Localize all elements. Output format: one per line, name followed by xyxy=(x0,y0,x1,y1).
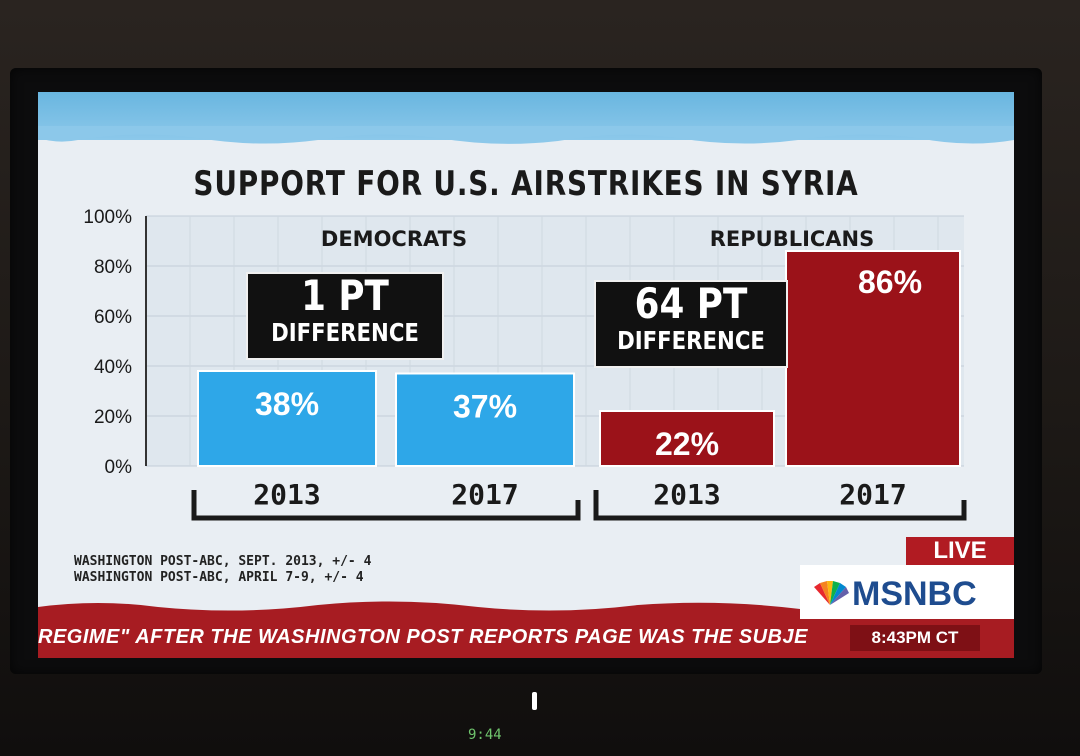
data-label: 22% xyxy=(655,426,719,462)
news-ticker: REGIME" AFTER THE WASHINGTON POST REPORT… xyxy=(38,619,1014,658)
network-logo: MSNBC xyxy=(800,565,1014,621)
y-tick-label: 0% xyxy=(105,457,133,478)
bar-republicans-2013 xyxy=(599,410,775,467)
bar-republicans-2017 xyxy=(785,250,961,467)
democrats-difference-callout: 1 PT DIFFERENCE xyxy=(246,272,444,360)
broadcast-time: 8:43PM CT xyxy=(850,625,980,651)
bar-democrats-2013 xyxy=(197,370,377,467)
republicans-difference-callout: 64 PT DIFFERENCE xyxy=(594,280,788,368)
chart-title: SUPPORT FOR U.S. AIRSTRIKES IN SYRIA xyxy=(193,164,859,204)
red-torn-band xyxy=(38,601,800,619)
sources-note: WASHINGTON POST-ABC, SEPT. 2013, +/- 4 W… xyxy=(74,554,371,586)
data-label: 86% xyxy=(858,264,922,300)
group-bracket xyxy=(593,490,967,521)
tv-power-led xyxy=(532,692,537,710)
x-tick-label: 2017 xyxy=(451,478,518,511)
data-label: 38% xyxy=(255,386,319,422)
ticker-text: REGIME" AFTER THE WASHINGTON POST REPORT… xyxy=(38,626,808,648)
tv-screen: SUPPORT FOR U.S. AIRSTRIKES IN SYRIA 100… xyxy=(38,92,1014,658)
bar-chart: 100% 80% 60% 40% 20% 0% DEMOCRATS 38% 2013 37% 201… xyxy=(83,208,967,521)
group-label-0: DEMOCRATS xyxy=(321,227,467,251)
source-line: WASHINGTON POST-ABC, APRIL 7-9, +/- 4 xyxy=(74,570,364,585)
x-tick-label: 2013 xyxy=(653,478,720,511)
y-tick-label: 60% xyxy=(94,307,132,328)
y-tick-label: 80% xyxy=(94,257,132,278)
network-name: MSNBC xyxy=(852,575,977,613)
device-clock: 9:44 xyxy=(468,727,502,743)
y-tick-label: 40% xyxy=(94,357,132,378)
data-label: 37% xyxy=(453,389,517,425)
group-bracket xyxy=(191,490,581,521)
y-tick-label: 20% xyxy=(94,407,132,428)
x-tick-label: 2017 xyxy=(839,478,906,511)
live-badge: LIVE xyxy=(906,537,1014,565)
x-tick-label: 2013 xyxy=(253,478,320,511)
peacock-icon xyxy=(814,581,849,605)
group-label-1: REPUBLICANS xyxy=(710,227,875,251)
source-line: WASHINGTON POST-ABC, SEPT. 2013, +/- 4 xyxy=(74,554,372,569)
bar-democrats-2017 xyxy=(395,372,575,467)
y-tick-label: 100% xyxy=(83,208,132,228)
sky-torn-edge xyxy=(38,126,1014,144)
